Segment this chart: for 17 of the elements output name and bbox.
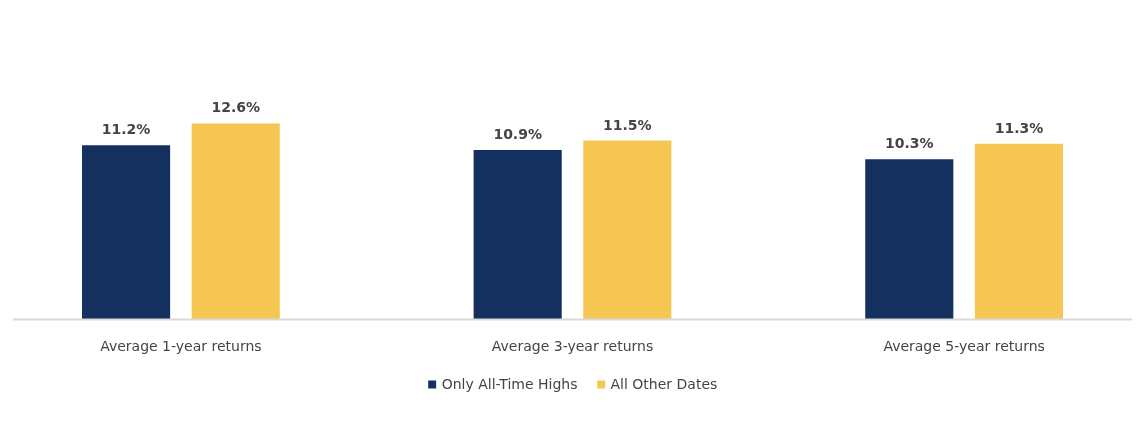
data-label: 11.5% <box>603 116 652 133</box>
bar <box>191 123 280 320</box>
bar <box>865 159 954 320</box>
bar <box>473 149 562 320</box>
bar <box>974 143 1063 320</box>
data-label: 11.2% <box>101 121 151 138</box>
legend-label: All Other Dates <box>610 376 718 392</box>
data-label: 10.3% <box>885 135 934 152</box>
x-tick-label: Average 3-year returns <box>491 337 654 354</box>
data-label: 11.3% <box>994 119 1044 136</box>
legend-label: Only All-Time Highs <box>441 376 578 392</box>
x-tick-label: Average 1-year returns <box>100 337 262 354</box>
data-label: 10.9% <box>493 125 542 142</box>
data-label: 12.6% <box>211 99 261 116</box>
bar <box>583 140 672 320</box>
x-tick-label: Average 5-year returns <box>883 337 1045 354</box>
bar <box>82 145 171 320</box>
